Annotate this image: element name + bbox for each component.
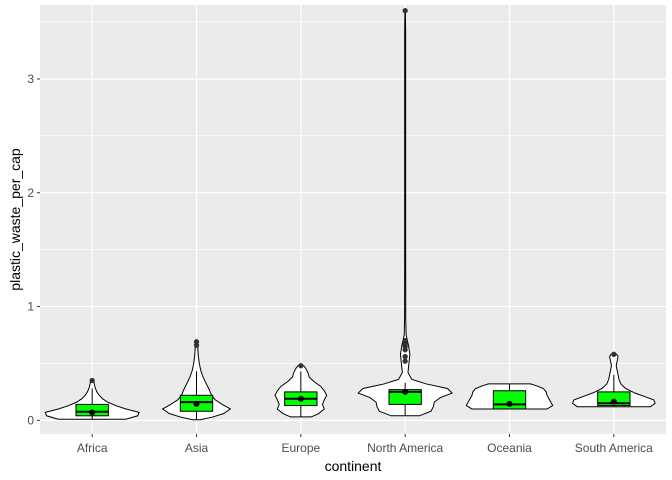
group-oceania <box>465 383 554 410</box>
x-axis: Africa Asia Europe North America Oceania Sout… <box>77 434 653 455</box>
outlier-point <box>402 8 408 14</box>
y-tick-label: 1 <box>27 300 34 314</box>
mean-point <box>610 398 617 405</box>
group-asia <box>161 339 232 421</box>
x-tick-label: Africa <box>77 441 108 455</box>
y-tick-label: 0 <box>27 413 34 427</box>
y-tick-label: 3 <box>27 72 34 86</box>
x-tick-label: Oceania <box>487 441 532 455</box>
mean-point <box>193 400 200 407</box>
outlier-point <box>611 351 617 357</box>
mean-point <box>506 400 513 407</box>
outlier-point <box>402 358 408 364</box>
outlier-point <box>402 353 408 360</box>
x-tick-label: North America <box>367 441 443 455</box>
y-axis-title: plastic_waste_per_cap <box>7 148 23 291</box>
group-europe <box>274 363 328 418</box>
y-axis: 0 1 2 3 <box>27 72 40 427</box>
x-tick-label: Europe <box>281 441 320 455</box>
y-tick-label: 2 <box>27 186 34 200</box>
x-tick-label: Asia <box>185 441 209 455</box>
mean-point <box>89 409 96 416</box>
x-axis-title: continent <box>325 458 382 474</box>
group-africa <box>44 377 140 420</box>
x-tick-label: South America <box>575 441 653 455</box>
group-north-america <box>357 8 454 417</box>
outlier-point <box>193 339 200 345</box>
chart-marks <box>44 8 656 421</box>
mean-point <box>402 388 409 395</box>
outlier-point <box>89 377 95 384</box>
mean-point <box>297 395 304 402</box>
outlier-point <box>402 338 408 344</box>
outlier-point <box>298 363 304 369</box>
group-south-america <box>571 351 656 408</box>
plot-panel <box>40 5 666 434</box>
